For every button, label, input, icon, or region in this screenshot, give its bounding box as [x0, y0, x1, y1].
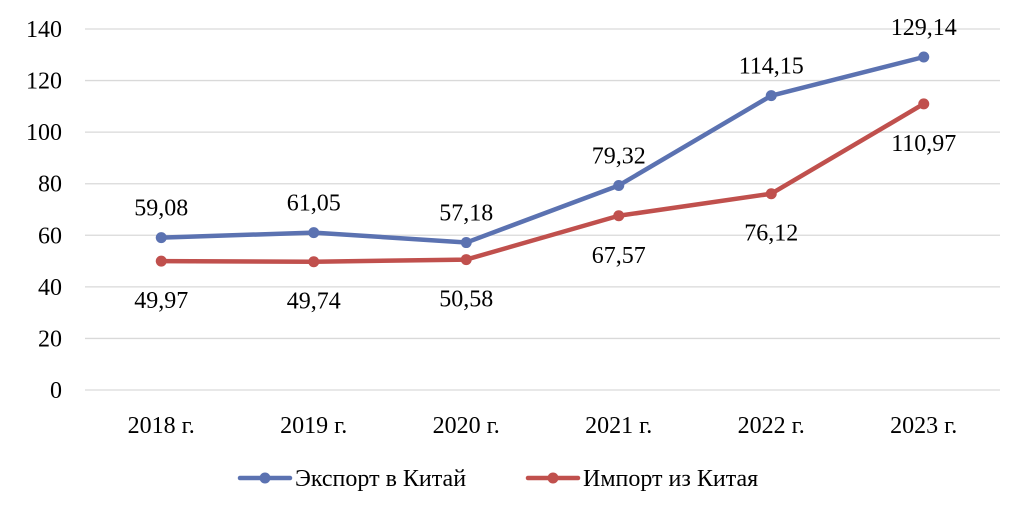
data-label: 61,05 — [287, 191, 341, 217]
data-point — [613, 179, 625, 191]
x-tick-label: 2020 г. — [433, 413, 500, 439]
data-point — [155, 255, 167, 267]
data-point — [460, 237, 472, 249]
series-line-1 — [159, 54, 926, 245]
x-tick-label: 2021 г. — [585, 413, 652, 439]
series-line-2 — [159, 101, 926, 264]
x-tick-label: 2023 г. — [890, 413, 957, 439]
data-label: 129,14 — [891, 15, 957, 41]
series-lines — [155, 51, 930, 268]
legend-label: Экспорт в Китай — [295, 466, 466, 492]
data-point — [765, 90, 777, 102]
data-label: 79,32 — [592, 143, 646, 169]
data-point — [460, 254, 472, 266]
data-label: 49,74 — [287, 289, 341, 315]
data-label: 49,97 — [134, 288, 188, 314]
x-tick-label: 2018 г. — [128, 413, 195, 439]
legend-label: Импорт из Китая — [583, 466, 758, 492]
data-point — [765, 188, 777, 200]
y-tick-label: 20 — [38, 326, 62, 352]
data-point — [308, 256, 320, 268]
y-tick-label: 140 — [26, 17, 62, 43]
data-point — [613, 210, 625, 222]
y-tick-label: 40 — [38, 275, 62, 301]
data-point — [155, 232, 167, 244]
x-tick-label: 2022 г. — [738, 413, 805, 439]
data-point — [918, 98, 930, 110]
legend-marker — [259, 472, 271, 484]
y-axis-ticks: 0 20 40 60 80 100 120 140 — [26, 17, 62, 404]
y-tick-label: 60 — [38, 223, 62, 249]
y-tick-label: 120 — [26, 69, 62, 95]
legend-marker — [547, 472, 559, 484]
data-point — [308, 227, 320, 239]
y-tick-label: 0 — [50, 378, 62, 404]
data-label: 110,97 — [891, 131, 956, 157]
data-label: 76,12 — [744, 221, 798, 247]
data-label: 114,15 — [739, 54, 804, 80]
data-label: 50,58 — [439, 287, 493, 313]
legend: Экспорт в Китай Импорт из Китая — [237, 466, 758, 492]
data-label: 67,57 — [592, 243, 646, 269]
data-label: 57,18 — [439, 201, 493, 227]
data-label: 59,08 — [134, 196, 188, 222]
data-labels: 59,08 61,05 57,18 79,32 114,15 129,14 49,97 49,… — [134, 15, 957, 315]
gridlines — [85, 28, 1000, 391]
data-point — [918, 51, 930, 63]
y-tick-label: 100 — [26, 120, 62, 146]
y-tick-label: 80 — [38, 172, 62, 198]
x-axis-ticks: 2018 г. 2019 г. 2020 г. 2021 г. 2022 г. 2023 … — [128, 413, 958, 439]
x-tick-label: 2019 г. — [280, 413, 347, 439]
